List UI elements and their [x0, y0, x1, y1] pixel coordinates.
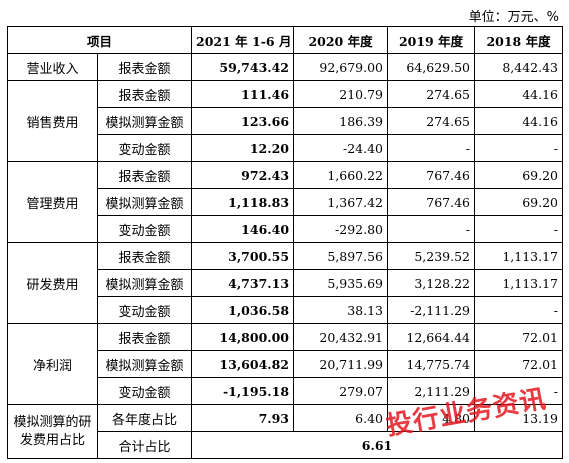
header-2018: 2018 年度	[474, 26, 564, 54]
cell: -	[474, 215, 564, 243]
cell: 12,664.44	[387, 323, 476, 351]
cell: 1,113.17	[474, 242, 564, 270]
table-row: 模拟测算金额 4,737.13 5,935.69 3,128.22 1,113.…	[8, 269, 564, 297]
sub-label: 变动金额	[96, 134, 193, 162]
cell: 767.46	[387, 188, 476, 216]
cell: 1,660.22	[293, 161, 389, 189]
cell: 6.40	[293, 404, 389, 432]
cell: 186.39	[293, 107, 389, 135]
cell: 20,711.99	[293, 350, 389, 378]
sub-label: 报表金额	[96, 242, 193, 270]
cell: 1,113.17	[474, 269, 564, 297]
cell: -	[474, 134, 564, 162]
cell: -24.40	[293, 134, 389, 162]
header-2021h1: 2021 年 1-6 月	[191, 26, 295, 54]
cell: 72.01	[474, 323, 564, 351]
row-label-profit: 净利润	[7, 323, 98, 405]
cell: 69.20	[474, 161, 564, 189]
cell: 111.46	[191, 80, 295, 108]
table-row: 管理费用 报表金额 972.43 1,660.22 767.46 69.20	[7, 161, 564, 243]
cell: 38.13	[293, 296, 389, 324]
table-row: 变动金额 146.40 -292.80 - -	[8, 215, 564, 243]
table-row: 研发费用 报表金额 3,700.55 5,897.56 5,239.52 1,1…	[7, 242, 564, 324]
table-row: 模拟测算的研发费用占比 各年度占比 7.93 6.40 4.80 13.19	[7, 404, 564, 459]
cell: 72.01	[474, 350, 564, 378]
cell: 14,775.74	[387, 350, 476, 378]
table-row: 营业收入 报表金额 59,743.42 92,679.00 64,629.50 …	[7, 53, 564, 81]
cell: 5,935.69	[293, 269, 389, 297]
cell: 13.19	[474, 404, 564, 432]
sub-label: 模拟测算金额	[96, 188, 193, 216]
header-2019: 2019 年度	[387, 26, 476, 54]
row-label-admin: 管理费用	[7, 161, 98, 243]
cell: 1,367.42	[293, 188, 389, 216]
sub-label: 合计占比	[96, 431, 193, 459]
cell: 14,800.00	[191, 323, 295, 351]
cell: 5,897.56	[293, 242, 389, 270]
cell: 274.65	[387, 80, 476, 108]
cell: 59,743.42	[191, 53, 295, 81]
cell: 279.07	[293, 377, 389, 405]
cell: -	[474, 296, 564, 324]
sub-label: 报表金额	[96, 53, 193, 81]
cell: -	[387, 215, 476, 243]
sub-label: 报表金额	[96, 161, 193, 189]
cell: 13,604.82	[191, 350, 295, 378]
cell: 7.93	[191, 404, 295, 432]
cell: -2,111.29	[387, 296, 476, 324]
table-row: 变动金额 12.20 -24.40 - -	[8, 134, 564, 162]
sub-label: 报表金额	[96, 323, 193, 351]
financial-table: 项目 2021 年 1-6 月 2020 年度 2019 年度 2018 年度 …	[6, 26, 564, 459]
table-row: 模拟测算金额 1,118.83 1,367.42 767.46 69.20	[8, 188, 564, 216]
sub-label: 变动金额	[96, 377, 193, 405]
cell: 972.43	[191, 161, 295, 189]
table-row: 净利润 报表金额 14,800.00 20,432.91 12,664.44 7…	[7, 323, 564, 405]
table-row: 模拟测算金额 13,604.82 20,711.99 14,775.74 72.…	[8, 350, 564, 378]
sub-label: 各年度占比	[96, 404, 193, 432]
total-ratio-cell: 6.61	[191, 431, 564, 459]
cell: 44.16	[474, 80, 564, 108]
row-label-rd: 研发费用	[7, 242, 98, 324]
cell: -	[387, 134, 476, 162]
row-label-ratio: 模拟测算的研发费用占比	[7, 404, 98, 459]
cell: 146.40	[191, 215, 295, 243]
cell: 69.20	[474, 188, 564, 216]
table-row: 模拟测算金额 123.66 186.39 274.65 44.16	[8, 107, 564, 135]
cell: 20,432.91	[293, 323, 389, 351]
cell: 767.46	[387, 161, 476, 189]
unit-note: 单位：万元、%	[468, 10, 559, 25]
table-row: 销售费用 报表金额 111.46 210.79 274.65 44.16	[7, 80, 564, 162]
cell: 5,239.52	[387, 242, 476, 270]
cell: 3,700.55	[191, 242, 295, 270]
row-label-revenue: 营业收入	[7, 53, 98, 81]
header-item: 项目	[6, 26, 193, 54]
cell: -1,195.18	[191, 377, 295, 405]
cell: 44.16	[474, 107, 564, 135]
sub-label: 模拟测算金额	[96, 269, 193, 297]
table-row: 变动金额 -1,195.18 279.07 2,111.29 -	[8, 377, 564, 405]
cell: -292.80	[293, 215, 389, 243]
cell: 12.20	[191, 134, 295, 162]
cell: 3,128.22	[387, 269, 476, 297]
row-label-sales: 销售费用	[7, 80, 98, 162]
cell: 210.79	[293, 80, 389, 108]
sub-label: 变动金额	[96, 215, 193, 243]
table-row: 合计占比 6.61	[8, 431, 564, 459]
header-row: 项目 2021 年 1-6 月 2020 年度 2019 年度 2018 年度	[6, 26, 564, 54]
cell: 1,036.58	[191, 296, 295, 324]
sub-label: 模拟测算金额	[96, 350, 193, 378]
header-2020: 2020 年度	[293, 26, 389, 54]
sub-label: 模拟测算金额	[96, 107, 193, 135]
cell: -	[474, 377, 564, 405]
sub-label: 变动金额	[96, 296, 193, 324]
cell: 123.66	[191, 107, 295, 135]
cell: 274.65	[387, 107, 476, 135]
sub-label: 报表金额	[96, 80, 193, 108]
cell: 8,442.43	[474, 53, 564, 81]
cell: 92,679.00	[293, 53, 389, 81]
cell: 64,629.50	[387, 53, 476, 81]
cell: 1,118.83	[191, 188, 295, 216]
cell: 4,737.13	[191, 269, 295, 297]
cell: 4.80	[387, 404, 476, 432]
